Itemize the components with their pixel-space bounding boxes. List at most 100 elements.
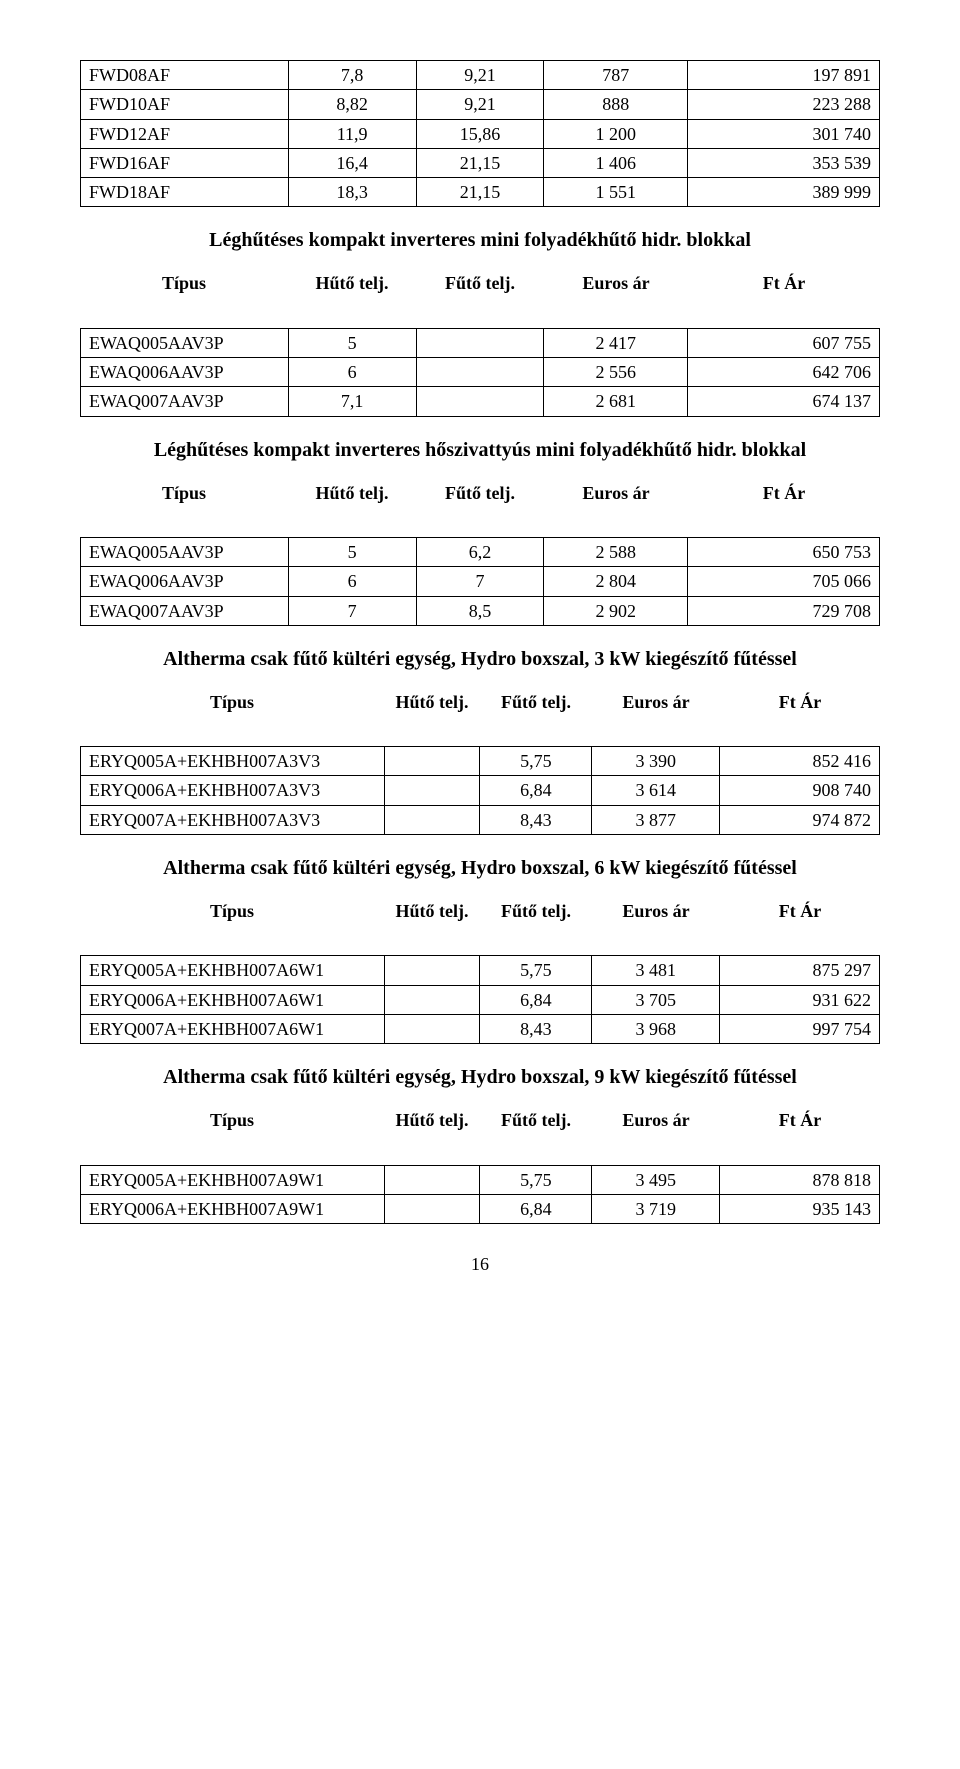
- data-cell: 5,75: [480, 956, 592, 985]
- data-cell: [384, 1194, 480, 1223]
- data-cell: 3 877: [592, 805, 720, 834]
- data-cell: 7,1: [288, 387, 416, 416]
- data-cell: [416, 387, 544, 416]
- data-cell: 9,21: [416, 90, 544, 119]
- data-cell: 21,15: [416, 178, 544, 207]
- data-cell: 8,82: [288, 90, 416, 119]
- header-cell: Euros ár: [592, 1104, 720, 1146]
- data-cell: 3 705: [592, 985, 720, 1014]
- header-cell: Típus: [80, 1104, 384, 1146]
- data-cell: 301 740: [688, 119, 880, 148]
- data-cell: 787: [544, 61, 688, 90]
- header-cell: Típus: [80, 895, 384, 937]
- data-cell: ERYQ007A+EKHBH007A3V3: [81, 805, 385, 834]
- data-cell: 908 740: [720, 776, 880, 805]
- data-cell: EWAQ007AAV3P: [81, 596, 289, 625]
- section-header-row: TípusHűtő telj.Fűtő telj.Euros árFt Ár: [80, 895, 880, 937]
- header-cell: Hűtő telj.: [288, 267, 416, 309]
- data-cell: ERYQ005A+EKHBH007A9W1: [81, 1165, 385, 1194]
- data-cell: 8,43: [480, 1014, 592, 1043]
- data-cell: 705 066: [688, 567, 880, 596]
- data-cell: [416, 358, 544, 387]
- header-cell: Típus: [80, 477, 288, 519]
- page-number: 16: [80, 1254, 880, 1275]
- data-cell: 6,84: [480, 1194, 592, 1223]
- header-cell: Euros ár: [544, 477, 688, 519]
- data-cell: 15,86: [416, 119, 544, 148]
- data-cell: EWAQ006AAV3P: [81, 358, 289, 387]
- data-cell: 3 481: [592, 956, 720, 985]
- data-cell: 7: [288, 596, 416, 625]
- data-cell: 389 999: [688, 178, 880, 207]
- data-cell: 6: [288, 358, 416, 387]
- data-cell: 3 495: [592, 1165, 720, 1194]
- data-cell: 5,75: [480, 1165, 592, 1194]
- header-cell: Hűtő telj.: [288, 477, 416, 519]
- data-cell: 6,2: [416, 537, 544, 566]
- data-cell: EWAQ005AAV3P: [81, 537, 289, 566]
- section-header-row: TípusHűtő telj.Fűtő telj.Euros árFt Ár: [80, 686, 880, 728]
- data-cell: 674 137: [688, 387, 880, 416]
- data-cell: 2 902: [544, 596, 688, 625]
- data-cell: FWD12AF: [81, 119, 289, 148]
- header-cell: Fűtő telj.: [480, 895, 592, 937]
- data-cell: EWAQ005AAV3P: [81, 328, 289, 357]
- data-cell: 1 406: [544, 148, 688, 177]
- section-data-table: EWAQ005AAV3P52 417607 755EWAQ006AAV3P62 …: [80, 328, 880, 417]
- data-cell: 888: [544, 90, 688, 119]
- data-cell: 197 891: [688, 61, 880, 90]
- data-cell: 16,4: [288, 148, 416, 177]
- data-cell: 878 818: [720, 1165, 880, 1194]
- data-cell: 2 556: [544, 358, 688, 387]
- data-cell: FWD16AF: [81, 148, 289, 177]
- section-data-table: ERYQ005A+EKHBH007A6W15,753 481875 297ERY…: [80, 955, 880, 1044]
- data-cell: 353 539: [688, 148, 880, 177]
- data-cell: FWD08AF: [81, 61, 289, 90]
- section-data-table: EWAQ005AAV3P56,22 588650 753EWAQ006AAV3P…: [80, 537, 880, 626]
- data-cell: [384, 985, 480, 1014]
- data-cell: 8,5: [416, 596, 544, 625]
- header-cell: Típus: [80, 686, 384, 728]
- section-title: Altherma csak fűtő kültéri egység, Hydro…: [80, 855, 880, 881]
- data-cell: 3 390: [592, 747, 720, 776]
- data-cell: 931 622: [720, 985, 880, 1014]
- data-cell: 7,8: [288, 61, 416, 90]
- section-header-row: TípusHűtő telj.Fűtő telj.Euros árFt Ár: [80, 267, 880, 309]
- data-cell: [384, 805, 480, 834]
- data-cell: [384, 1165, 480, 1194]
- section-header-row: TípusHűtő telj.Fűtő telj.Euros árFt Ár: [80, 477, 880, 519]
- header-cell: Euros ár: [544, 267, 688, 309]
- data-cell: 1 200: [544, 119, 688, 148]
- header-cell: Hűtő telj.: [384, 895, 480, 937]
- data-cell: 6,84: [480, 985, 592, 1014]
- data-cell: [416, 328, 544, 357]
- data-cell: ERYQ005A+EKHBH007A3V3: [81, 747, 385, 776]
- header-cell: Fűtő telj.: [480, 1104, 592, 1146]
- data-cell: 5,75: [480, 747, 592, 776]
- header-cell: Ft Ár: [720, 895, 880, 937]
- data-cell: 3 614: [592, 776, 720, 805]
- data-cell: 223 288: [688, 90, 880, 119]
- data-cell: 8,43: [480, 805, 592, 834]
- data-cell: [384, 1014, 480, 1043]
- header-cell: Fűtő telj.: [416, 267, 544, 309]
- data-cell: 6,84: [480, 776, 592, 805]
- data-cell: EWAQ006AAV3P: [81, 567, 289, 596]
- data-cell: FWD10AF: [81, 90, 289, 119]
- top-data-table: FWD08AF7,89,21787197 891 FWD10AF8,829,218…: [80, 60, 880, 207]
- data-cell: 997 754: [720, 1014, 880, 1043]
- data-cell: 5: [288, 328, 416, 357]
- data-cell: [384, 776, 480, 805]
- section-title: Léghűtéses kompakt inverteres mini folya…: [80, 227, 880, 253]
- data-cell: ERYQ006A+EKHBH007A6W1: [81, 985, 385, 1014]
- header-cell: Ft Ár: [688, 477, 880, 519]
- header-cell: Ft Ár: [720, 686, 880, 728]
- header-cell: Hűtő telj.: [384, 686, 480, 728]
- section-title: Altherma csak fűtő kültéri egység, Hydro…: [80, 646, 880, 672]
- data-cell: 974 872: [720, 805, 880, 834]
- data-cell: 9,21: [416, 61, 544, 90]
- data-cell: 2 681: [544, 387, 688, 416]
- data-cell: 852 416: [720, 747, 880, 776]
- header-cell: Típus: [80, 267, 288, 309]
- data-cell: 2 804: [544, 567, 688, 596]
